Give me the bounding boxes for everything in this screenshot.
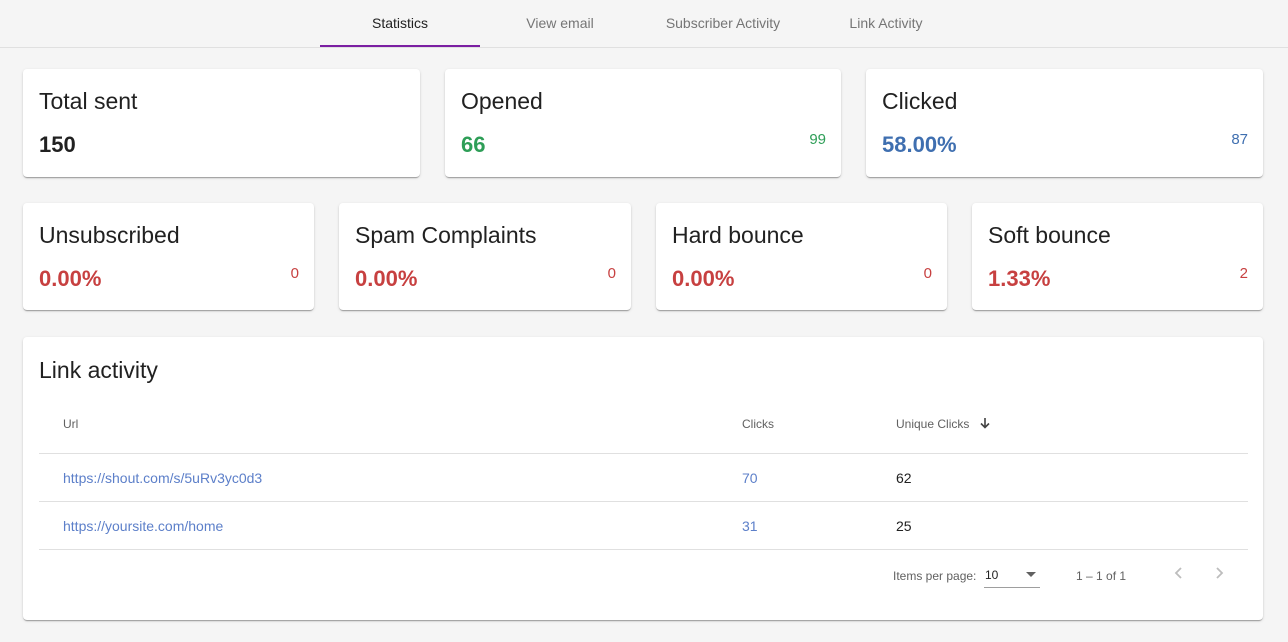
stat-card-total-sent: Total sent 150 — [23, 69, 420, 177]
items-per-page-value: 10 — [985, 568, 999, 582]
table-row: https://yoursite.com/home 31 25 — [39, 502, 1248, 550]
stat-count: 87 — [1231, 131, 1248, 148]
chevron-right-icon — [1212, 566, 1226, 585]
stat-card-hard-bounce: Hard bounce 0.00% 0 — [656, 203, 947, 310]
items-per-page-select[interactable]: 10 — [984, 562, 1040, 588]
caret-down-icon — [1026, 572, 1036, 577]
stat-card-clicked: Clicked 58.00% 87 — [866, 69, 1263, 177]
column-header-clicks[interactable]: Clicks — [742, 417, 774, 431]
stat-value: 1.33% — [988, 266, 1051, 291]
stat-value: 0.00% — [672, 266, 735, 291]
tab-bar: Statistics View email Subscriber Activit… — [0, 0, 1288, 48]
paginator: Items per page: 10 1 – 1 of 1 — [39, 548, 1248, 604]
tab-label: Statistics — [371, 15, 428, 31]
stat-title: Total sent — [39, 88, 138, 114]
stat-value: 66 — [461, 132, 486, 157]
tab-label: View email — [526, 15, 594, 31]
tab-statistics[interactable]: Statistics — [320, 0, 480, 47]
stat-card-unsubscribed: Unsubscribed 0.00% 0 — [23, 203, 314, 310]
previous-page-button[interactable] — [1164, 560, 1194, 590]
stat-count: 0 — [607, 265, 616, 282]
section-title: Link activity — [39, 357, 158, 383]
stat-value: 58.00% — [882, 132, 957, 157]
stat-title: Opened — [461, 88, 543, 114]
stat-card-soft-bounce: Soft bounce 1.33% 2 — [972, 203, 1263, 310]
stat-title: Clicked — [882, 88, 958, 114]
stat-count: 0 — [290, 265, 299, 282]
column-header-unique-clicks[interactable]: Unique Clicks — [896, 417, 991, 432]
clicks-value: 31 — [742, 518, 758, 534]
tab-view-email[interactable]: View email — [480, 0, 640, 46]
link-url[interactable]: https://yoursite.com/home — [63, 518, 224, 534]
tab-link-activity[interactable]: Link Activity — [806, 0, 966, 46]
tab-label: Link Activity — [849, 15, 923, 31]
stat-title: Soft bounce — [988, 222, 1111, 248]
arrow-down-icon — [979, 417, 991, 432]
stat-value: 0.00% — [39, 266, 102, 291]
chevron-left-icon — [1172, 566, 1186, 585]
stat-count: 2 — [1239, 265, 1248, 282]
stat-value: 0.00% — [355, 266, 418, 291]
stat-title: Hard bounce — [672, 222, 804, 248]
column-header-label: Unique Clicks — [896, 417, 970, 431]
page-range-label: 1 – 1 of 1 — [1076, 569, 1127, 583]
link-activity-card: Link activity Url Clicks Unique Clicks h… — [23, 337, 1263, 620]
stat-card-opened: Opened 66 99 — [445, 69, 841, 177]
table-header: Url Clicks Unique Clicks — [39, 393, 1248, 454]
unique-clicks-value: 25 — [896, 518, 912, 534]
stat-card-spam-complaints: Spam Complaints 0.00% 0 — [339, 203, 631, 310]
column-header-url[interactable]: Url — [63, 417, 79, 431]
link-url[interactable]: https://shout.com/s/5uRv3yc0d3 — [63, 470, 263, 486]
items-per-page-label: Items per page: — [893, 569, 977, 583]
tab-subscriber-activity[interactable]: Subscriber Activity — [643, 0, 803, 46]
clicks-value: 70 — [742, 470, 758, 486]
stat-title: Unsubscribed — [39, 222, 180, 248]
stat-title: Spam Complaints — [355, 222, 537, 248]
stat-count: 99 — [809, 131, 826, 148]
tab-label: Subscriber Activity — [665, 15, 781, 31]
stat-count: 0 — [923, 265, 932, 282]
stat-value: 150 — [39, 132, 76, 157]
table-row: https://shout.com/s/5uRv3yc0d3 70 62 — [39, 454, 1248, 502]
link-activity-table: Url Clicks Unique Clicks https://shout.c… — [39, 393, 1248, 550]
next-page-button[interactable] — [1204, 560, 1234, 590]
unique-clicks-value: 62 — [896, 470, 912, 486]
